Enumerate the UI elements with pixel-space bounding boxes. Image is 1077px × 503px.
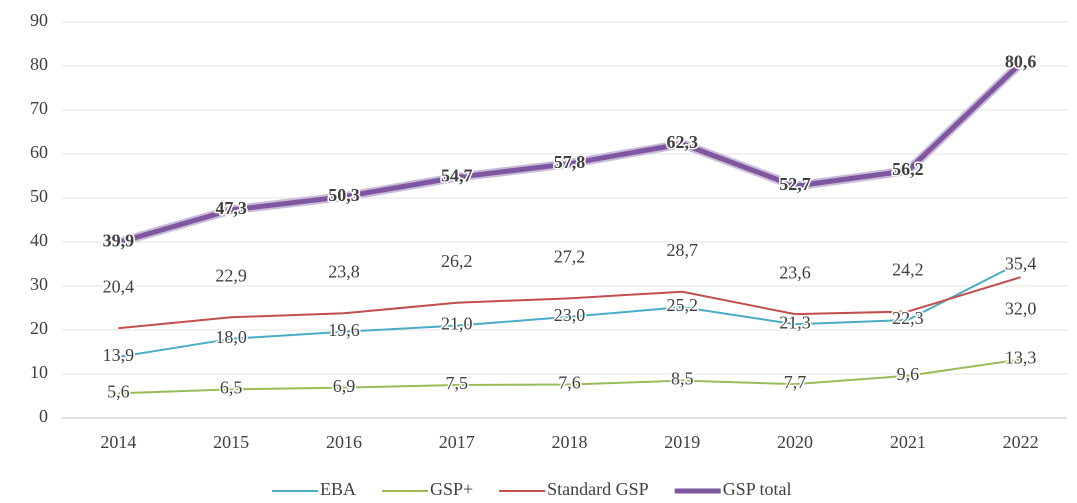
x-tick-label: 2016 <box>326 432 362 452</box>
data-label: 57,8 <box>554 152 586 172</box>
data-label: 54,7 <box>441 165 473 185</box>
y-tick-label: 50 <box>30 186 48 206</box>
legend-label: Standard GSP <box>547 479 649 499</box>
data-label: 47,3 <box>215 198 247 218</box>
x-tick-label: 2014 <box>100 432 136 452</box>
data-label: 20,4 <box>103 276 135 296</box>
y-tick-label: 20 <box>30 318 48 338</box>
data-label: 23,0 <box>554 305 586 325</box>
data-label: 23,8 <box>328 261 360 281</box>
y-tick-label: 40 <box>30 230 48 250</box>
data-label: 50,3 <box>328 185 360 205</box>
legend-label: GSP total <box>723 479 792 499</box>
legend-label: GSP+ <box>430 479 473 499</box>
data-label: 6,5 <box>220 378 243 398</box>
data-label: 9,6 <box>897 364 920 384</box>
data-label: 26,2 <box>441 251 473 271</box>
data-label: 6,9 <box>333 376 356 396</box>
x-tick-label: 2018 <box>552 432 588 452</box>
data-label: 23,6 <box>779 262 811 282</box>
x-tick-label: 2022 <box>1003 432 1039 452</box>
x-tick-label: 2020 <box>777 432 813 452</box>
data-label: 19,6 <box>328 320 360 340</box>
x-tick-label: 2017 <box>439 432 475 452</box>
y-tick-label: 60 <box>30 142 48 162</box>
data-label: 56,2 <box>892 159 924 179</box>
y-tick-label: 90 <box>30 10 48 30</box>
data-label: 28,7 <box>667 240 699 260</box>
data-label: 25,2 <box>667 295 699 315</box>
y-tick-label: 70 <box>30 98 48 118</box>
y-tick-label: 0 <box>39 406 48 426</box>
legend-label: EBA <box>320 479 356 499</box>
data-label: 24,2 <box>892 260 924 280</box>
y-tick-label: 80 <box>30 54 48 74</box>
data-label: 35,4 <box>1005 253 1037 273</box>
data-label: 7,6 <box>558 373 581 393</box>
data-label: 7,5 <box>445 373 468 393</box>
data-label: 18,0 <box>215 327 247 347</box>
data-label: 13,3 <box>1005 348 1037 368</box>
series-line <box>117 61 1023 245</box>
data-label: 8,5 <box>671 369 694 389</box>
series-line <box>118 261 1022 358</box>
data-label: 21,0 <box>441 314 473 334</box>
x-tick-label: 2019 <box>664 432 700 452</box>
data-label: 80,6 <box>1005 51 1037 71</box>
data-label: 5,6 <box>107 381 130 401</box>
data-label: 62,3 <box>667 132 699 152</box>
data-label: 39,9 <box>103 231 135 251</box>
data-label: 22,9 <box>215 265 247 285</box>
data-label: 21,3 <box>779 312 811 332</box>
x-tick-label: 2021 <box>890 432 926 452</box>
series-line <box>118 358 1021 395</box>
x-tick-label: 2015 <box>213 432 249 452</box>
data-label: 32,0 <box>1005 298 1037 318</box>
y-tick-label: 10 <box>30 362 48 382</box>
data-label: 22,3 <box>892 308 924 328</box>
data-label: 52,7 <box>779 174 811 194</box>
y-tick-label: 30 <box>30 274 48 294</box>
series-line <box>118 276 1021 330</box>
data-label: 7,7 <box>784 372 807 392</box>
data-label: 13,9 <box>103 345 135 365</box>
data-label: 27,2 <box>554 246 586 266</box>
